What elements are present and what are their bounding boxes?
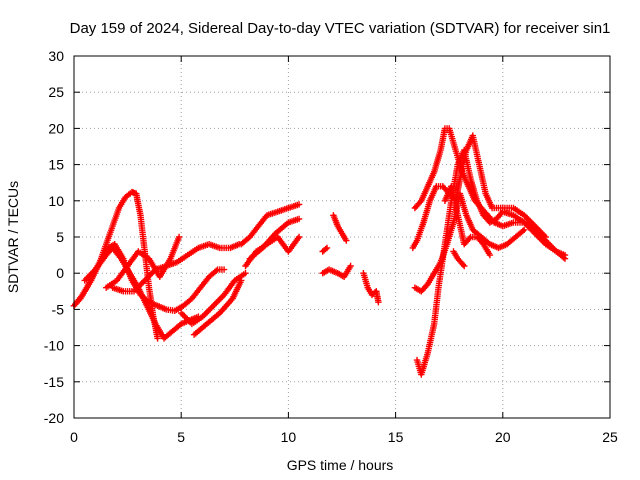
- series-track-10: [246, 215, 303, 262]
- plus-markers: [238, 201, 303, 248]
- series-track-8: [238, 201, 303, 248]
- y-tick-label: 0: [56, 265, 64, 281]
- plus-markers: [81, 244, 202, 342]
- plus-markers: [441, 183, 494, 259]
- y-axis-ticks: -20 -15 -10 -5 0 5 10 15 20 25 30: [44, 48, 610, 426]
- x-axis-ticks: 0 5 10 15 20 25: [70, 56, 618, 445]
- series-track-16: [409, 132, 549, 252]
- series-track-13: [330, 212, 350, 244]
- plus-markers: [409, 132, 549, 252]
- y-tick-label: -5: [52, 301, 65, 317]
- plus-markers: [413, 146, 569, 378]
- y-tick-label: 10: [48, 193, 64, 209]
- series-track-20: [450, 248, 468, 270]
- series-track-14: [360, 270, 382, 306]
- y-tick-label: -20: [44, 410, 64, 426]
- plus-markers: [178, 270, 249, 328]
- series-track-15: [413, 146, 569, 378]
- x-tick-label: 10: [281, 429, 297, 445]
- plus-markers: [319, 262, 354, 280]
- series-track-3: [81, 244, 202, 342]
- series-track-12: [319, 262, 354, 280]
- y-tick-label: 30: [48, 48, 64, 64]
- plus-markers: [450, 248, 468, 270]
- series-track-7: [190, 277, 245, 338]
- y-tick-label: -10: [44, 338, 64, 354]
- plus-markers: [319, 244, 331, 255]
- y-tick-label: 5: [56, 229, 64, 245]
- x-axis-label: GPS time / hours: [287, 457, 394, 473]
- x-tick-label: 5: [177, 429, 185, 445]
- plus-markers: [109, 241, 243, 295]
- plus-markers: [360, 270, 382, 306]
- y-tick-label: 20: [48, 120, 64, 136]
- series-track-11: [319, 244, 331, 255]
- x-tick-label: 0: [70, 429, 78, 445]
- x-tick-label: 20: [495, 429, 511, 445]
- plus-markers: [246, 215, 303, 262]
- series-track-5: [109, 241, 243, 295]
- y-tick-label: 25: [48, 84, 64, 100]
- y-tick-label: -15: [44, 374, 64, 390]
- y-axis-label: SDTVAR / TECUs: [5, 181, 21, 293]
- chart-title: Day 159 of 2024, Sidereal Day-to-day VTE…: [70, 20, 611, 37]
- y-tick-label: 15: [48, 157, 64, 173]
- x-tick-label: 25: [602, 429, 618, 445]
- plus-markers: [190, 277, 245, 338]
- series-track-6: [178, 270, 249, 328]
- plus-markers: [70, 188, 161, 342]
- data-marks: [70, 125, 569, 378]
- plus-markers: [330, 212, 350, 244]
- plus-markers: [411, 125, 569, 259]
- series-track-17: [411, 125, 569, 259]
- series-track-1: [70, 188, 161, 342]
- series-track-19: [441, 183, 494, 259]
- x-tick-label: 15: [388, 429, 404, 445]
